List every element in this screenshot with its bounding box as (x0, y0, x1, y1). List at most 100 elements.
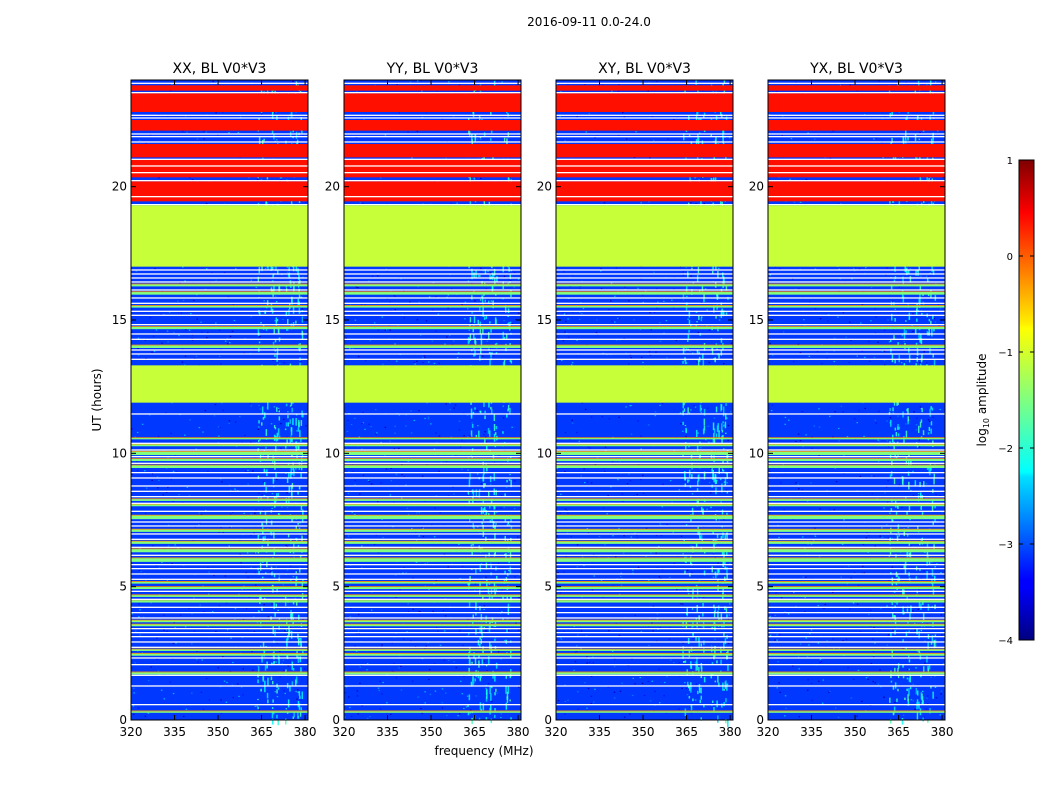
rfi-speck (470, 681, 473, 687)
noise-speck (167, 545, 170, 547)
rfi-speck (721, 526, 723, 528)
noise-speck (161, 561, 163, 564)
noise-speck (191, 179, 194, 181)
noise-speck (385, 468, 388, 470)
noise-speck (457, 352, 460, 354)
rfi-speck (724, 481, 726, 483)
noise-speck (226, 337, 229, 340)
rfi-speck (726, 532, 728, 540)
noise-speck (221, 481, 223, 483)
noise-speck (620, 572, 622, 574)
rfi-speck (503, 137, 506, 142)
noise-speck (156, 658, 158, 660)
rfi-speck (702, 360, 705, 367)
gap-line (344, 196, 521, 198)
noise-speck (518, 686, 520, 688)
rfi-speck (263, 468, 266, 473)
noise-speck (663, 681, 666, 684)
rfi-speck (725, 312, 728, 315)
noise-speck (503, 310, 505, 312)
noise-speck (356, 690, 359, 692)
rfi-speck (481, 521, 483, 525)
noise-speck (184, 355, 187, 357)
x-tick-label: 335 (163, 725, 186, 739)
bright-band (344, 595, 521, 597)
rfi-speck (695, 618, 698, 620)
noise-speck (253, 532, 255, 534)
band-edge (131, 648, 308, 650)
noise-speck (588, 661, 591, 663)
rfi-speck (686, 612, 688, 615)
noise-speck (504, 639, 506, 642)
noise-speck (505, 486, 508, 489)
rfi-speck (300, 503, 303, 511)
rfi-speck (482, 328, 484, 335)
noise-speck (708, 329, 711, 331)
noise-speck (281, 663, 284, 665)
noise-speck (485, 630, 487, 632)
noise-speck (282, 660, 285, 662)
rfi-speck (502, 595, 504, 602)
noise-speck (435, 330, 437, 332)
bright-band (131, 326, 308, 330)
noise-speck (275, 566, 277, 568)
noise-speck (640, 448, 642, 450)
rfi-speck (689, 175, 691, 183)
noise-speck (598, 535, 601, 538)
noise-speck (137, 707, 140, 709)
y-tick-label: 0 (332, 713, 340, 727)
noise-speck (438, 362, 440, 364)
rfi-speck (490, 693, 492, 701)
rfi-speck (703, 425, 706, 431)
bright-band (556, 465, 733, 468)
rfi-speck (290, 485, 293, 490)
noise-speck (608, 418, 610, 420)
noise-speck (220, 712, 223, 714)
noise-speck (184, 434, 186, 436)
gap-line (556, 606, 733, 608)
gap-line (556, 485, 733, 487)
rfi-speck (480, 708, 482, 711)
noise-speck (588, 112, 591, 115)
gap-line (131, 82, 308, 84)
noise-speck (361, 448, 363, 450)
rfi-speck (277, 492, 280, 498)
noise-speck (633, 156, 636, 158)
rfi-speck (472, 110, 474, 114)
noise-speck (616, 339, 618, 341)
rfi-speck (485, 562, 488, 570)
rfi-speck (473, 316, 476, 324)
rfi-speck (473, 272, 475, 279)
noise-speck (447, 294, 450, 296)
band-edge (556, 437, 733, 439)
gap-line (344, 413, 521, 415)
noise-speck (182, 564, 185, 567)
noise-speck (456, 202, 458, 204)
gap-line (131, 674, 308, 676)
noise-speck (685, 267, 687, 269)
rfi-speck (696, 445, 699, 453)
noise-speck (379, 708, 382, 710)
y-tick-label: 5 (332, 580, 340, 594)
rfi-speck (271, 710, 274, 719)
noise-speck (660, 535, 663, 537)
rfi-speck (702, 603, 704, 607)
noise-speck (249, 402, 251, 404)
band-edge (344, 623, 521, 625)
bright-band (556, 458, 733, 462)
noise-speck (377, 551, 380, 554)
rfi-speck (682, 421, 684, 426)
noise-speck (169, 90, 172, 92)
noise-speck (665, 320, 668, 322)
bright-band (344, 581, 521, 584)
band-edge (344, 443, 521, 445)
hot-band (556, 120, 733, 131)
gap-line (556, 578, 733, 580)
rfi-speck (715, 406, 718, 413)
rfi-speck (482, 310, 484, 317)
gap-line (556, 324, 733, 326)
rfi-speck (506, 628, 508, 633)
noise-speck (185, 329, 187, 331)
rfi-speck (488, 491, 490, 498)
rfi-speck (301, 517, 304, 523)
